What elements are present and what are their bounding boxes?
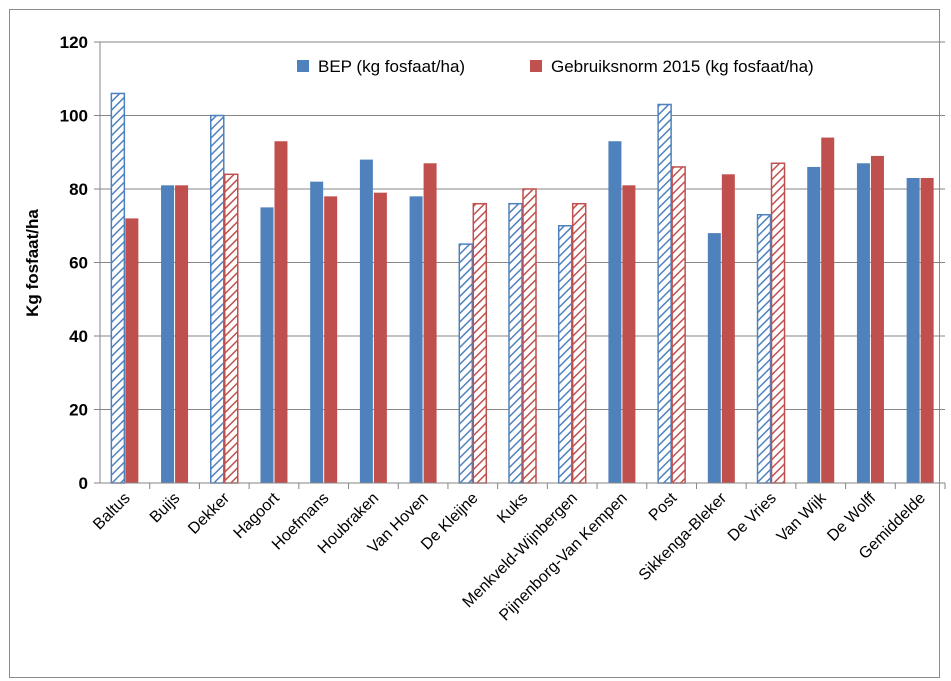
- bar-bep-van-hoven: [409, 196, 423, 483]
- legend: BEP (kg fosfaat/ha) Gebruiksnorm 2015 (k…: [297, 57, 814, 76]
- x-tick-label: De Vries: [725, 490, 780, 545]
- bar-gebruiksnorm-van-hoven: [423, 163, 437, 483]
- y-tick-label: 100: [60, 107, 88, 126]
- bar-gebruiksnorm-buijs: [175, 185, 189, 483]
- bar-bep-gemiddelde: [906, 177, 920, 483]
- bar-gebruiksnorm-hoefmans: [324, 196, 338, 483]
- legend-swatch-gebruiksnorm: [530, 60, 542, 72]
- legend-swatch-bep: [297, 60, 309, 72]
- bar-gebruiksnorm-de-vries: [770, 162, 786, 484]
- x-tick-label: Baltus: [90, 490, 133, 533]
- bar-bep-hoefmans: [310, 181, 324, 483]
- bar-bep-post: [657, 103, 672, 484]
- y-tick-label: 80: [69, 180, 88, 199]
- bar-gebruiksnorm-post: [671, 166, 686, 484]
- bar-gebruiksnorm-de-kleijne: [472, 202, 488, 484]
- bar-bep-houbraken: [359, 159, 373, 483]
- x-tick-label: Sikkenga-Bleker: [636, 489, 731, 584]
- x-tick-label: Dekker: [185, 489, 233, 537]
- bar-gebruiksnorm-dekker: [224, 173, 239, 484]
- bar-gebruiksnorm-baltus: [125, 218, 139, 483]
- bar-bep-de-kleijne: [458, 243, 474, 484]
- bar-bep-sikkenga-bleker: [707, 233, 721, 483]
- x-tick-label: Kuks: [494, 490, 531, 527]
- bar-gebruiksnorm-kuks: [522, 188, 537, 484]
- bar-bep-buijs: [161, 185, 175, 483]
- bar-bep-pijnenborg-van-kempen: [608, 141, 622, 483]
- x-tick-label: Van Wijk: [774, 489, 831, 546]
- bar-bep-baltus: [110, 92, 126, 484]
- bar-gebruiksnorm-gemiddelde: [920, 177, 934, 483]
- bar-gebruiksnorm-de-wolff: [870, 155, 884, 484]
- bar-gebruiksnorm-pijnenborg-van-kempen: [622, 185, 636, 483]
- bar-bep-van-wijk: [807, 166, 821, 483]
- y-tick-label: 0: [79, 474, 88, 493]
- y-tick-label: 20: [69, 401, 88, 420]
- bar-bep-hagoort: [260, 207, 274, 483]
- bar-gebruiksnorm-sikkenga-bleker: [721, 174, 735, 484]
- bar-bep-kuks: [508, 202, 523, 484]
- bar-bep-dekker: [210, 114, 225, 484]
- y-axis-title: Kg fosfaat/ha: [23, 209, 42, 317]
- bar-gebruiksnorm-menkveld-wijnbergen: [571, 202, 587, 484]
- bar-bep-de-vries: [756, 213, 772, 484]
- y-tick-label: 40: [69, 327, 88, 346]
- bar-bep-menkveld-wijnbergen: [557, 225, 573, 484]
- legend-label-gebruiksnorm: Gebruiksnorm 2015 (kg fosfaat/ha): [551, 57, 814, 76]
- bar-gebruiksnorm-houbraken: [373, 192, 387, 484]
- bar-bep-de-wolff: [856, 163, 870, 483]
- x-tick-label: Buijs: [147, 490, 184, 527]
- bar-gebruiksnorm-van-wijk: [821, 137, 835, 484]
- x-tick-label: Post: [646, 489, 681, 524]
- y-tick-label: 120: [60, 33, 88, 52]
- y-tick-label: 60: [69, 254, 88, 273]
- legend-label-bep: BEP (kg fosfaat/ha): [318, 57, 465, 76]
- bar-gebruiksnorm-hagoort: [274, 141, 288, 483]
